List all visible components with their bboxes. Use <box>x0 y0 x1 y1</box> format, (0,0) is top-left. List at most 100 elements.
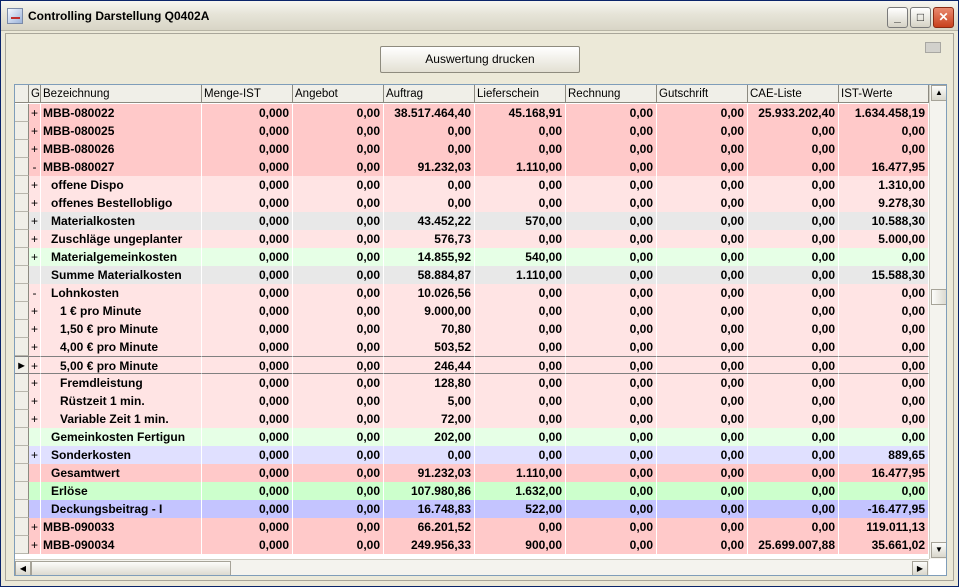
row-selector[interactable] <box>15 140 29 158</box>
expand-toggle[interactable]: + <box>29 410 41 428</box>
column-header[interactable]: Menge-IST <box>202 85 293 103</box>
row-selector[interactable] <box>15 428 29 446</box>
table-row[interactable]: - Lohnkosten 0,000 0,00 10.026,56 0,00 0,00 0,0… <box>15 284 929 302</box>
table-row[interactable]: + MBB-090034 0,000 0,00 249.956,33 900,00 0,00… <box>15 536 929 554</box>
row-selector[interactable] <box>15 284 29 302</box>
table-row[interactable]: + Fremdleistung 0,000 0,00 128,80 0,00 0,00 0,0… <box>15 374 929 392</box>
row-selector[interactable] <box>15 500 29 518</box>
row-selector[interactable] <box>15 266 29 284</box>
row-selector[interactable] <box>15 446 29 464</box>
table-row[interactable]: Summe Materialkosten 0,000 0,00 58.884,87 1.… <box>15 266 929 284</box>
expand-toggle[interactable] <box>29 482 41 500</box>
title-bar[interactable]: Controlling Darstellung Q0402A _ □ ✕ <box>1 1 958 31</box>
row-selector[interactable] <box>15 212 29 230</box>
expand-toggle[interactable]: + <box>29 248 41 266</box>
column-header[interactable]: Angebot <box>293 85 384 103</box>
horizontal-scroll-thumb[interactable] <box>31 561 231 575</box>
row-selector[interactable] <box>15 158 29 176</box>
expand-toggle[interactable]: + <box>29 338 41 356</box>
table-row[interactable]: + Materialkosten 0,000 0,00 43.452,22 570,00 0… <box>15 212 929 230</box>
row-selector[interactable] <box>15 464 29 482</box>
column-header[interactable]: IST-Werte <box>839 85 929 103</box>
maximize-button[interactable]: □ <box>910 7 931 28</box>
table-row[interactable]: +1 € pro Minute 0,000 0,00 9.000,00 0,00 0,00… <box>15 302 929 320</box>
row-selector[interactable] <box>15 410 29 428</box>
table-row[interactable]: + MBB-080026 0,000 0,00 0,00 0,00 0,00 0,00 0,00… <box>15 140 929 158</box>
expand-toggle[interactable]: + <box>29 320 41 338</box>
vertical-scroll-thumb[interactable] <box>931 289 946 305</box>
expand-toggle[interactable]: + <box>29 536 41 554</box>
print-report-button[interactable]: Auswertung drucken <box>380 46 580 73</box>
row-selector[interactable] <box>15 392 29 410</box>
table-row[interactable]: + MBB-090033 0,000 0,00 66.201,52 0,00 0,00 0,0… <box>15 518 929 536</box>
column-header[interactable]: Rechnung <box>566 85 657 103</box>
table-row[interactable]: + offene Dispo 0,000 0,00 0,00 0,00 0,00 0,00 0,… <box>15 176 929 194</box>
table-row[interactable]: Deckungsbeitrag - I 0,000 0,00 16.748,83 522… <box>15 500 929 518</box>
expand-toggle[interactable]: + <box>29 104 41 122</box>
scroll-right-icon[interactable]: ▶ <box>912 561 928 575</box>
scroll-down-icon[interactable]: ▼ <box>931 542 946 558</box>
expand-toggle[interactable]: - <box>29 284 41 302</box>
row-selector[interactable] <box>15 518 29 536</box>
column-header[interactable]: Gutschrift <box>657 85 748 103</box>
table-row[interactable]: + Zuschläge ungeplanter 0,000 0,00 576,73 0,0… <box>15 230 929 248</box>
expand-toggle[interactable]: + <box>29 392 41 410</box>
expand-toggle[interactable]: + <box>29 230 41 248</box>
value-cell: 0,00 <box>657 302 748 320</box>
row-selector[interactable] <box>15 320 29 338</box>
table-row[interactable]: Gemeinkosten Fertigun 0,000 0,00 202,00 0,00… <box>15 428 929 446</box>
row-selector[interactable] <box>15 122 29 140</box>
expand-toggle[interactable]: + <box>29 374 41 392</box>
table-row[interactable]: +1,50 € pro Minute 0,000 0,00 70,80 0,00 0,00… <box>15 320 929 338</box>
table-row[interactable]: + Materialgemeinkosten 0,000 0,00 14.855,92 5… <box>15 248 929 266</box>
row-selector[interactable] <box>15 194 29 212</box>
table-row[interactable]: + Variable Zeit 1 min. 0,000 0,00 72,00 0,00 0… <box>15 410 929 428</box>
close-button[interactable]: ✕ <box>933 7 954 28</box>
expand-toggle[interactable] <box>29 428 41 446</box>
scroll-up-icon[interactable]: ▲ <box>931 85 946 101</box>
current-row-indicator-icon[interactable]: ▶ <box>15 356 29 374</box>
expand-toggle[interactable]: + <box>29 194 41 212</box>
table-row[interactable]: ▶ +5,00 € pro Minute 0,000 0,00 246,44 0,00 0,… <box>15 356 929 374</box>
expand-toggle[interactable] <box>29 464 41 482</box>
row-selector[interactable] <box>15 176 29 194</box>
column-header[interactable]: Auftrag <box>384 85 475 103</box>
row-selector[interactable] <box>15 302 29 320</box>
table-row[interactable]: Erlöse 0,000 0,00 107.980,86 1.632,00 0,00 0,0… <box>15 482 929 500</box>
table-row[interactable]: + MBB-080022 0,000 0,00 38.517.464,40 45.168,… <box>15 104 929 122</box>
expand-toggle[interactable]: + <box>29 212 41 230</box>
row-selector[interactable] <box>15 482 29 500</box>
column-header[interactable]: CAE-Liste <box>748 85 839 103</box>
table-row[interactable]: + MBB-080025 0,000 0,00 0,00 0,00 0,00 0,00 0,00… <box>15 122 929 140</box>
horizontal-scrollbar[interactable]: ◀ ▶ <box>15 559 929 575</box>
table-row[interactable]: + Rüstzeit 1 min. 0,000 0,00 5,00 0,00 0,00 0,0… <box>15 392 929 410</box>
table-row[interactable]: + Sonderkosten 0,000 0,00 0,00 0,00 0,00 0,00 0,… <box>15 446 929 464</box>
minimize-button[interactable]: _ <box>887 7 908 28</box>
scroll-left-icon[interactable]: ◀ <box>15 561 31 575</box>
expand-toggle[interactable]: + <box>29 140 41 158</box>
column-header[interactable]: Lieferschein <box>475 85 566 103</box>
table-row[interactable]: +4,00 € pro Minute 0,000 0,00 503,52 0,00 0,0… <box>15 338 929 356</box>
row-selector[interactable] <box>15 374 29 392</box>
column-header[interactable]: G <box>29 85 41 103</box>
column-header[interactable]: Bezeichnung <box>41 85 202 103</box>
row-selector[interactable] <box>15 338 29 356</box>
table-row[interactable]: - MBB-080027 0,000 0,00 91.232,03 1.110,00 0,0… <box>15 158 929 176</box>
expand-toggle[interactable]: + <box>29 302 41 320</box>
printer-icon[interactable] <box>925 42 941 53</box>
expand-toggle[interactable] <box>29 500 41 518</box>
row-selector[interactable] <box>15 536 29 554</box>
table-row[interactable]: Gesamtwert 0,000 0,00 91.232,03 1.110,00 0,00… <box>15 464 929 482</box>
expand-toggle[interactable]: + <box>29 176 41 194</box>
row-selector[interactable] <box>15 104 29 122</box>
row-selector[interactable] <box>15 248 29 266</box>
table-row[interactable]: + offenes Bestellobligo 0,000 0,00 0,00 0,00 0… <box>15 194 929 212</box>
expand-toggle[interactable] <box>29 266 41 284</box>
vertical-scrollbar[interactable]: ▲ ▼ <box>929 85 946 559</box>
expand-toggle[interactable]: - <box>29 158 41 176</box>
row-selector[interactable] <box>15 230 29 248</box>
expand-toggle[interactable]: + <box>29 518 41 536</box>
expand-toggle[interactable]: + <box>29 446 41 464</box>
expand-toggle[interactable]: + <box>29 356 41 374</box>
expand-toggle[interactable]: + <box>29 122 41 140</box>
